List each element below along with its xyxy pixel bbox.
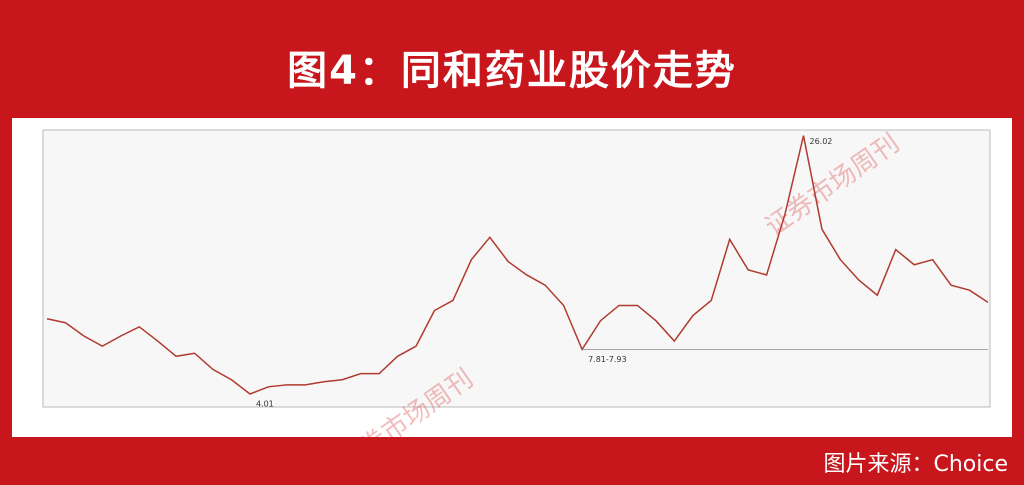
price-line: [46, 135, 989, 395]
source: 图片来源：Choice: [823, 452, 1008, 477]
chart: 证券市场周刊 证券市场周刊 26.024.017.81-7.93: [42, 128, 991, 437]
page-title: 图4：同和药业股价走势: [287, 48, 737, 94]
annotation: 7.81-7.93: [588, 355, 627, 364]
annotation: 26.02: [809, 137, 832, 146]
annotation: 4.01: [256, 399, 274, 408]
